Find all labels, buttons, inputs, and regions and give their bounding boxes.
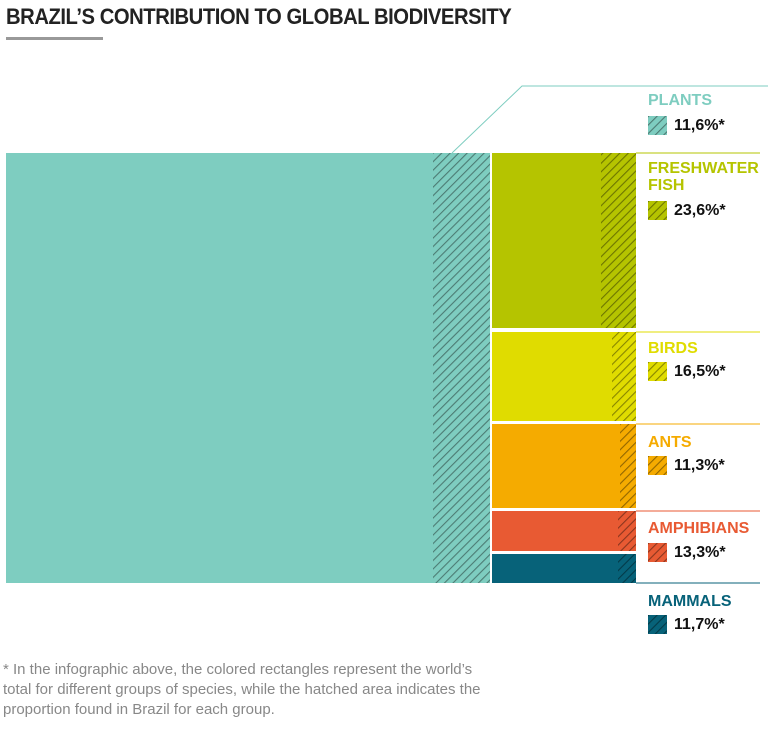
legend-swatch-ants — [648, 456, 667, 475]
brazil-hatch-birds — [612, 332, 636, 421]
legend-label-plants: PLANTS — [648, 92, 712, 109]
world-rect-amphibians — [492, 511, 636, 551]
world-rect-ants — [492, 424, 636, 508]
legend-value-text: 11,3%* — [674, 456, 725, 474]
legend-value-freshwater-fish: 23,6%* — [648, 201, 726, 220]
legend-value-birds: 16,5%* — [648, 362, 726, 381]
legend-swatch-mammals — [648, 615, 667, 634]
legend-value-text: 16,5%* — [674, 362, 726, 380]
legend-label-amphibians: AMPHIBIANS — [648, 520, 750, 537]
legend-value-mammals: 11,7%* — [648, 615, 725, 634]
brazil-hatch-mammals — [618, 554, 636, 583]
world-rect-plants — [6, 153, 490, 583]
chart-title: BRAZIL’S CONTRIBUTION TO GLOBAL BIODIVER… — [6, 4, 512, 29]
legend-label-mammals: MAMMALS — [648, 593, 732, 610]
legend-value-amphibians: 13,3%* — [648, 543, 726, 562]
legend-value-text: 11,6%* — [674, 116, 725, 134]
legend-value-plants: 11,6%* — [648, 116, 725, 135]
legend-swatch-plants — [648, 116, 667, 135]
legend-label-ants: ANTS — [648, 434, 692, 451]
brazil-hatch-freshwater-fish — [601, 153, 636, 328]
legend-swatch-freshwater-fish — [648, 201, 667, 220]
brazil-hatch-amphibians — [618, 511, 636, 551]
legend-swatch-amphibians — [648, 543, 667, 562]
legend-value-text: 23,6%* — [674, 201, 726, 219]
leader-line-plants — [451, 85, 768, 154]
brazil-hatch-ants — [620, 424, 636, 508]
footnote: * In the infographic above, the colored … — [3, 661, 481, 718]
legend-value-ants: 11,3%* — [648, 456, 725, 475]
brazil-hatch-plants — [433, 153, 490, 583]
legend-label-freshwater-fish: FRESHWATER FISH — [648, 160, 759, 194]
legend-value-text: 11,7%* — [674, 615, 725, 633]
legend-value-text: 13,3%* — [674, 543, 726, 561]
legend-swatch-birds — [648, 362, 667, 381]
title-underline — [6, 37, 103, 40]
world-rect-mammals — [492, 554, 636, 583]
legend-label-birds: BIRDS — [648, 340, 698, 357]
